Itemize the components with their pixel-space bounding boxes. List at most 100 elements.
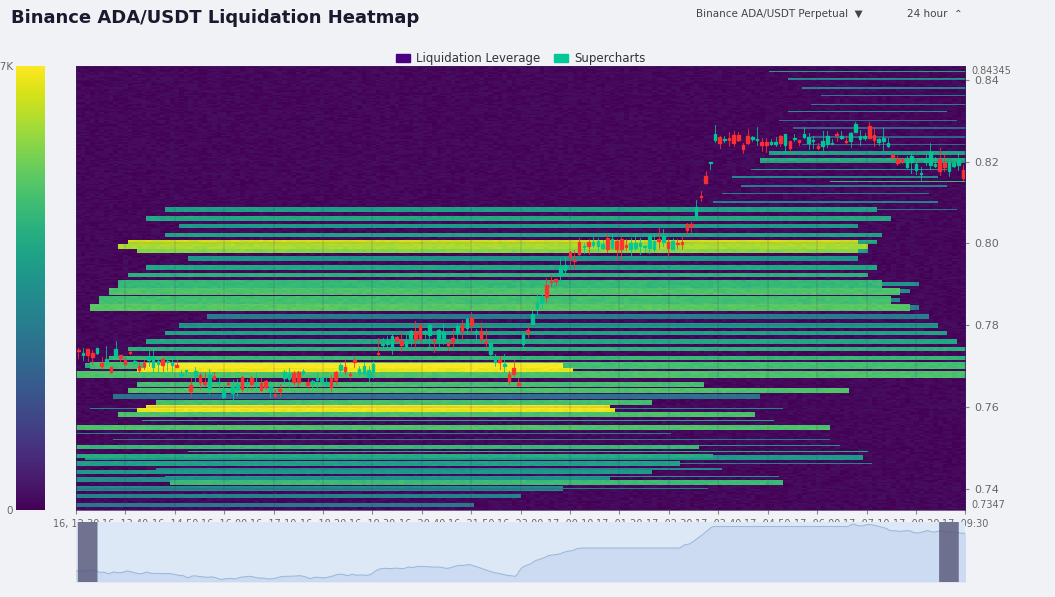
Bar [273,394,276,395]
Bar [114,349,117,356]
Bar [588,242,590,247]
Bar [957,160,960,165]
Bar [260,383,262,390]
Bar [194,371,196,376]
Bar [367,370,370,377]
Bar [198,376,202,382]
Bar [156,361,159,364]
Bar [555,279,557,281]
Bar [180,374,183,375]
Bar [943,164,945,167]
Text: 24 hour  ⌃: 24 hour ⌃ [907,9,963,19]
Bar [868,127,870,137]
Bar [264,381,267,387]
Bar [545,285,548,297]
Bar [236,385,238,389]
Bar [386,341,388,344]
Bar [438,330,440,339]
Bar [770,143,772,144]
Bar [563,266,567,270]
Bar [774,143,778,144]
Bar [521,335,524,344]
Bar [396,337,398,340]
Bar [363,366,365,373]
Bar [671,241,674,249]
Bar [761,142,763,145]
Bar [513,368,515,374]
Text: Binance ADA/USDT Perpetual  ▼: Binance ADA/USDT Perpetual ▼ [696,9,863,19]
Bar [896,159,899,163]
Bar [405,342,407,346]
Bar [298,371,300,381]
Bar [601,244,603,248]
Bar [723,139,726,140]
Bar [123,360,127,364]
Bar [171,362,173,365]
Bar [849,133,852,141]
Bar [947,162,951,171]
Bar [728,139,730,140]
Bar [325,383,328,386]
Bar [695,207,697,216]
Bar [133,361,136,362]
Bar [452,338,454,342]
Bar [110,367,112,373]
Bar [315,377,319,380]
Bar [166,361,169,362]
Bar [901,159,903,161]
Bar [953,163,955,165]
Bar [494,359,496,362]
Bar [938,159,941,171]
Bar [826,136,828,143]
Bar [100,362,103,365]
Bar [279,389,281,391]
Bar [148,356,150,361]
Bar [344,367,346,371]
Bar [461,325,463,331]
Bar [246,382,248,383]
Bar [302,371,304,373]
Bar [559,267,561,275]
Bar [573,260,576,261]
Bar [690,224,693,226]
Bar [471,318,473,325]
Bar [488,343,492,353]
Bar [208,375,211,389]
Bar [699,196,703,198]
Bar [732,136,735,143]
Bar [447,343,449,345]
Bar [705,176,707,183]
Bar [306,383,309,386]
Bar [353,361,356,362]
Bar [859,136,861,140]
Bar [185,370,187,371]
Bar [419,325,421,338]
Bar [765,143,768,144]
Bar [414,332,417,339]
Bar [321,378,323,381]
Bar [845,141,847,142]
Bar [638,243,641,246]
Bar [915,164,918,170]
Bar [713,134,716,140]
Bar [409,331,411,337]
Bar [746,136,749,143]
Bar [161,359,164,365]
Bar [223,390,225,397]
Text: Binance ADA/USDT Liquidation Heatmap: Binance ADA/USDT Liquidation Heatmap [11,9,419,27]
Bar [737,136,740,140]
Bar [653,241,655,249]
Bar [924,161,927,162]
Bar [330,378,332,387]
Bar [634,243,636,248]
Bar [863,136,866,138]
Bar [175,365,178,367]
Bar [657,239,660,241]
Bar [428,325,430,335]
Bar [231,387,234,393]
Bar [780,136,782,143]
Bar [630,243,632,249]
Bar [569,252,571,257]
Bar [582,245,586,247]
Bar [891,155,894,156]
